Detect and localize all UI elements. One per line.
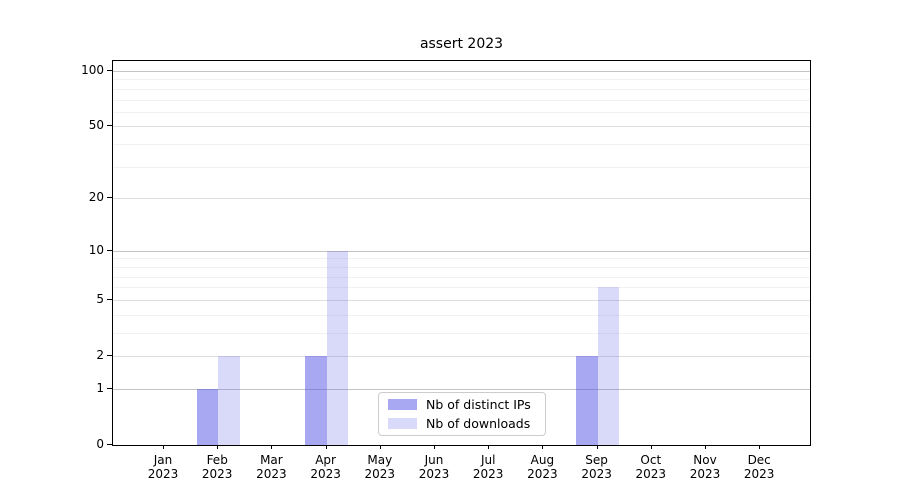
chart-title: assert 2023	[419, 36, 504, 52]
legend-entry-distinct-ips: Nb of distinct IPs	[388, 397, 545, 412]
y-gridline-8	[113, 266, 810, 268]
x-tick-label-nov: Nov 2023	[689, 453, 721, 481]
legend-label-distinct-ips: Nb of distinct IPs	[426, 397, 531, 412]
y-gridline-90	[113, 79, 810, 81]
x-tick-label-may: May 2023	[364, 453, 396, 481]
y-gridline-50	[113, 126, 810, 128]
y-tick-label-10: 10	[88, 242, 104, 257]
y-gridline-7	[113, 276, 810, 278]
y-gridline-20	[113, 198, 810, 200]
bar-downloads-apr	[326, 250, 349, 445]
y-tick-label-50: 50	[88, 118, 104, 133]
y-gridline-30	[113, 166, 810, 168]
x-tick-label-sep: Sep 2023	[581, 453, 612, 481]
bar-distinct-ips-apr	[305, 356, 327, 445]
legend-entry-downloads: Nb of downloads	[388, 416, 545, 431]
bar-downloads-sep	[597, 287, 620, 445]
y-gridline-70	[113, 99, 810, 101]
x-tick-label-jul: Jul 2023	[472, 453, 504, 481]
x-tick-label-apr: Apr 2023	[310, 453, 341, 481]
y-gridline-60	[113, 111, 810, 113]
y-gridline-5	[113, 299, 810, 301]
y-gridline-40	[113, 144, 810, 146]
bar-distinct-ips-sep	[576, 356, 598, 445]
bar-downloads-feb	[218, 356, 240, 445]
x-tick-label-jun: Jun 2023	[418, 453, 450, 481]
y-gridline-80	[113, 88, 810, 90]
y-tick-label-2: 2	[96, 348, 104, 362]
y-tick-label-1: 1	[96, 380, 104, 395]
y-gridline-1	[113, 388, 810, 390]
bars-layer	[113, 61, 810, 445]
plot-area	[112, 60, 811, 446]
grid-layer	[113, 61, 810, 445]
y-gridline-4	[113, 314, 810, 316]
x-tick-label-feb: Feb 2023	[201, 453, 233, 481]
x-tick-label-dec: Dec 2023	[743, 453, 775, 481]
x-tick-label-aug: Aug 2023	[527, 453, 558, 481]
legend-label-downloads: Nb of downloads	[426, 416, 531, 431]
y-gridline-3	[113, 332, 810, 334]
y-gridline-10	[113, 250, 810, 252]
y-tick-label-20: 20	[88, 190, 104, 205]
y-gridline-2	[113, 356, 810, 357]
x-tick-label-mar: Mar 2023	[256, 453, 287, 481]
legend: Nb of distinct IPs Nb of downloads	[378, 392, 546, 436]
y-tick-label-100: 100	[81, 63, 104, 77]
bar-distinct-ips-feb	[196, 388, 219, 445]
x-tick-label-jan: Jan 2023	[147, 453, 179, 481]
y-gridline-6	[113, 287, 810, 289]
x-tick-label-oct: Oct 2023	[635, 453, 667, 481]
y-gridline-9	[113, 258, 810, 260]
y-gridline-100	[113, 71, 810, 72]
y-tick-label-0: 0	[96, 437, 104, 451]
legend-swatch-downloads	[388, 418, 417, 429]
legend-swatch-distinct-ips	[388, 399, 417, 410]
y-tick-label-5: 5	[96, 291, 104, 306]
